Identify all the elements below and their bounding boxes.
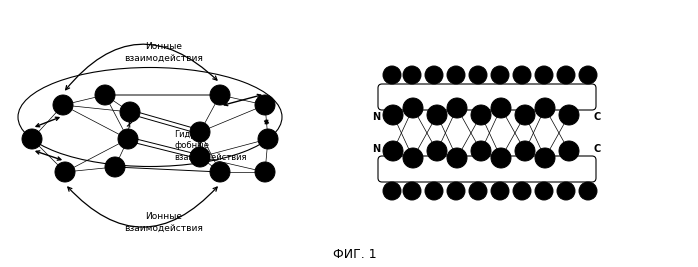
Text: X'₅: X'₅ <box>541 155 549 160</box>
Text: X₇: X₇ <box>498 105 504 111</box>
Circle shape <box>383 182 401 200</box>
Circle shape <box>258 129 278 149</box>
Text: X₃: X₃ <box>59 100 67 109</box>
Text: X'₄: X'₄ <box>195 152 205 162</box>
Text: X'₁: X'₁ <box>565 148 572 154</box>
Circle shape <box>491 148 511 168</box>
Circle shape <box>383 105 403 125</box>
Circle shape <box>535 66 553 84</box>
Text: Гидро-
фобные
взаимодействия: Гидро- фобные взаимодействия <box>174 130 246 162</box>
Circle shape <box>118 129 138 149</box>
Text: X'₂: X'₂ <box>260 100 270 109</box>
Circle shape <box>515 105 535 125</box>
Circle shape <box>403 182 421 200</box>
Text: X'₆: X'₆ <box>262 135 273 143</box>
Circle shape <box>53 95 73 115</box>
Circle shape <box>22 129 42 149</box>
Text: C: C <box>593 144 600 154</box>
Text: X₄: X₄ <box>522 112 528 117</box>
Circle shape <box>55 162 75 182</box>
Circle shape <box>190 147 210 167</box>
Circle shape <box>469 66 487 84</box>
Text: X'₁: X'₁ <box>195 128 205 136</box>
Circle shape <box>447 182 465 200</box>
Text: N: N <box>372 112 380 122</box>
FancyBboxPatch shape <box>378 84 596 110</box>
Circle shape <box>120 102 140 122</box>
Circle shape <box>491 66 509 84</box>
Text: X₁: X₁ <box>124 135 132 143</box>
Circle shape <box>403 148 423 168</box>
Circle shape <box>425 182 443 200</box>
Circle shape <box>579 182 597 200</box>
Text: N: N <box>372 144 380 154</box>
Circle shape <box>491 98 511 118</box>
Circle shape <box>579 66 597 84</box>
Text: X'₁: X'₁ <box>477 148 484 154</box>
Circle shape <box>513 66 531 84</box>
Circle shape <box>471 105 491 125</box>
Text: X₄: X₄ <box>566 112 572 117</box>
Text: X₇: X₇ <box>410 105 416 111</box>
Circle shape <box>427 141 447 161</box>
Text: X₇: X₇ <box>454 105 460 111</box>
Text: X'₅: X'₅ <box>453 155 461 160</box>
Text: X₇: X₇ <box>101 91 109 100</box>
Circle shape <box>190 122 210 142</box>
Circle shape <box>557 66 575 84</box>
Text: X'₅: X'₅ <box>497 155 505 160</box>
Text: X'₁: X'₁ <box>433 148 440 154</box>
Text: X₂: X₂ <box>61 167 69 176</box>
Circle shape <box>471 141 491 161</box>
Circle shape <box>535 148 555 168</box>
Text: X₄: X₄ <box>390 112 396 117</box>
Circle shape <box>255 95 275 115</box>
Circle shape <box>535 182 553 200</box>
Circle shape <box>559 105 579 125</box>
Text: X'₁: X'₁ <box>521 148 528 154</box>
Circle shape <box>403 98 423 118</box>
Circle shape <box>255 162 275 182</box>
Circle shape <box>95 85 115 105</box>
Text: X'₅: X'₅ <box>215 91 225 100</box>
Text: ФИГ. 1: ФИГ. 1 <box>333 248 377 261</box>
Circle shape <box>425 66 443 84</box>
Circle shape <box>515 141 535 161</box>
Circle shape <box>535 98 555 118</box>
Text: Ионные
взаимодействия: Ионные взаимодействия <box>124 42 203 62</box>
Circle shape <box>105 157 125 177</box>
Text: X₄: X₄ <box>126 108 134 116</box>
Text: Ионные
взаимодействия: Ионные взаимодействия <box>124 212 203 232</box>
Circle shape <box>447 148 467 168</box>
Text: X'₃: X'₃ <box>260 167 270 176</box>
Circle shape <box>513 182 531 200</box>
Circle shape <box>383 66 401 84</box>
Text: X'₇: X'₇ <box>215 167 225 176</box>
Text: X₄: X₄ <box>434 112 440 117</box>
Text: X₆: X₆ <box>28 135 36 143</box>
Circle shape <box>469 182 487 200</box>
Circle shape <box>210 162 230 182</box>
Circle shape <box>557 182 575 200</box>
Text: X'₁: X'₁ <box>389 148 396 154</box>
Text: C: C <box>593 112 600 122</box>
Circle shape <box>403 66 421 84</box>
Circle shape <box>427 105 447 125</box>
Circle shape <box>210 85 230 105</box>
Circle shape <box>383 141 403 161</box>
Circle shape <box>447 66 465 84</box>
FancyBboxPatch shape <box>378 156 596 182</box>
Circle shape <box>447 98 467 118</box>
Text: X₅: X₅ <box>111 163 119 171</box>
Circle shape <box>559 141 579 161</box>
Text: X₄: X₄ <box>478 112 484 117</box>
Text: X₇: X₇ <box>542 105 548 111</box>
Circle shape <box>491 182 509 200</box>
Text: X'₅: X'₅ <box>409 155 417 160</box>
